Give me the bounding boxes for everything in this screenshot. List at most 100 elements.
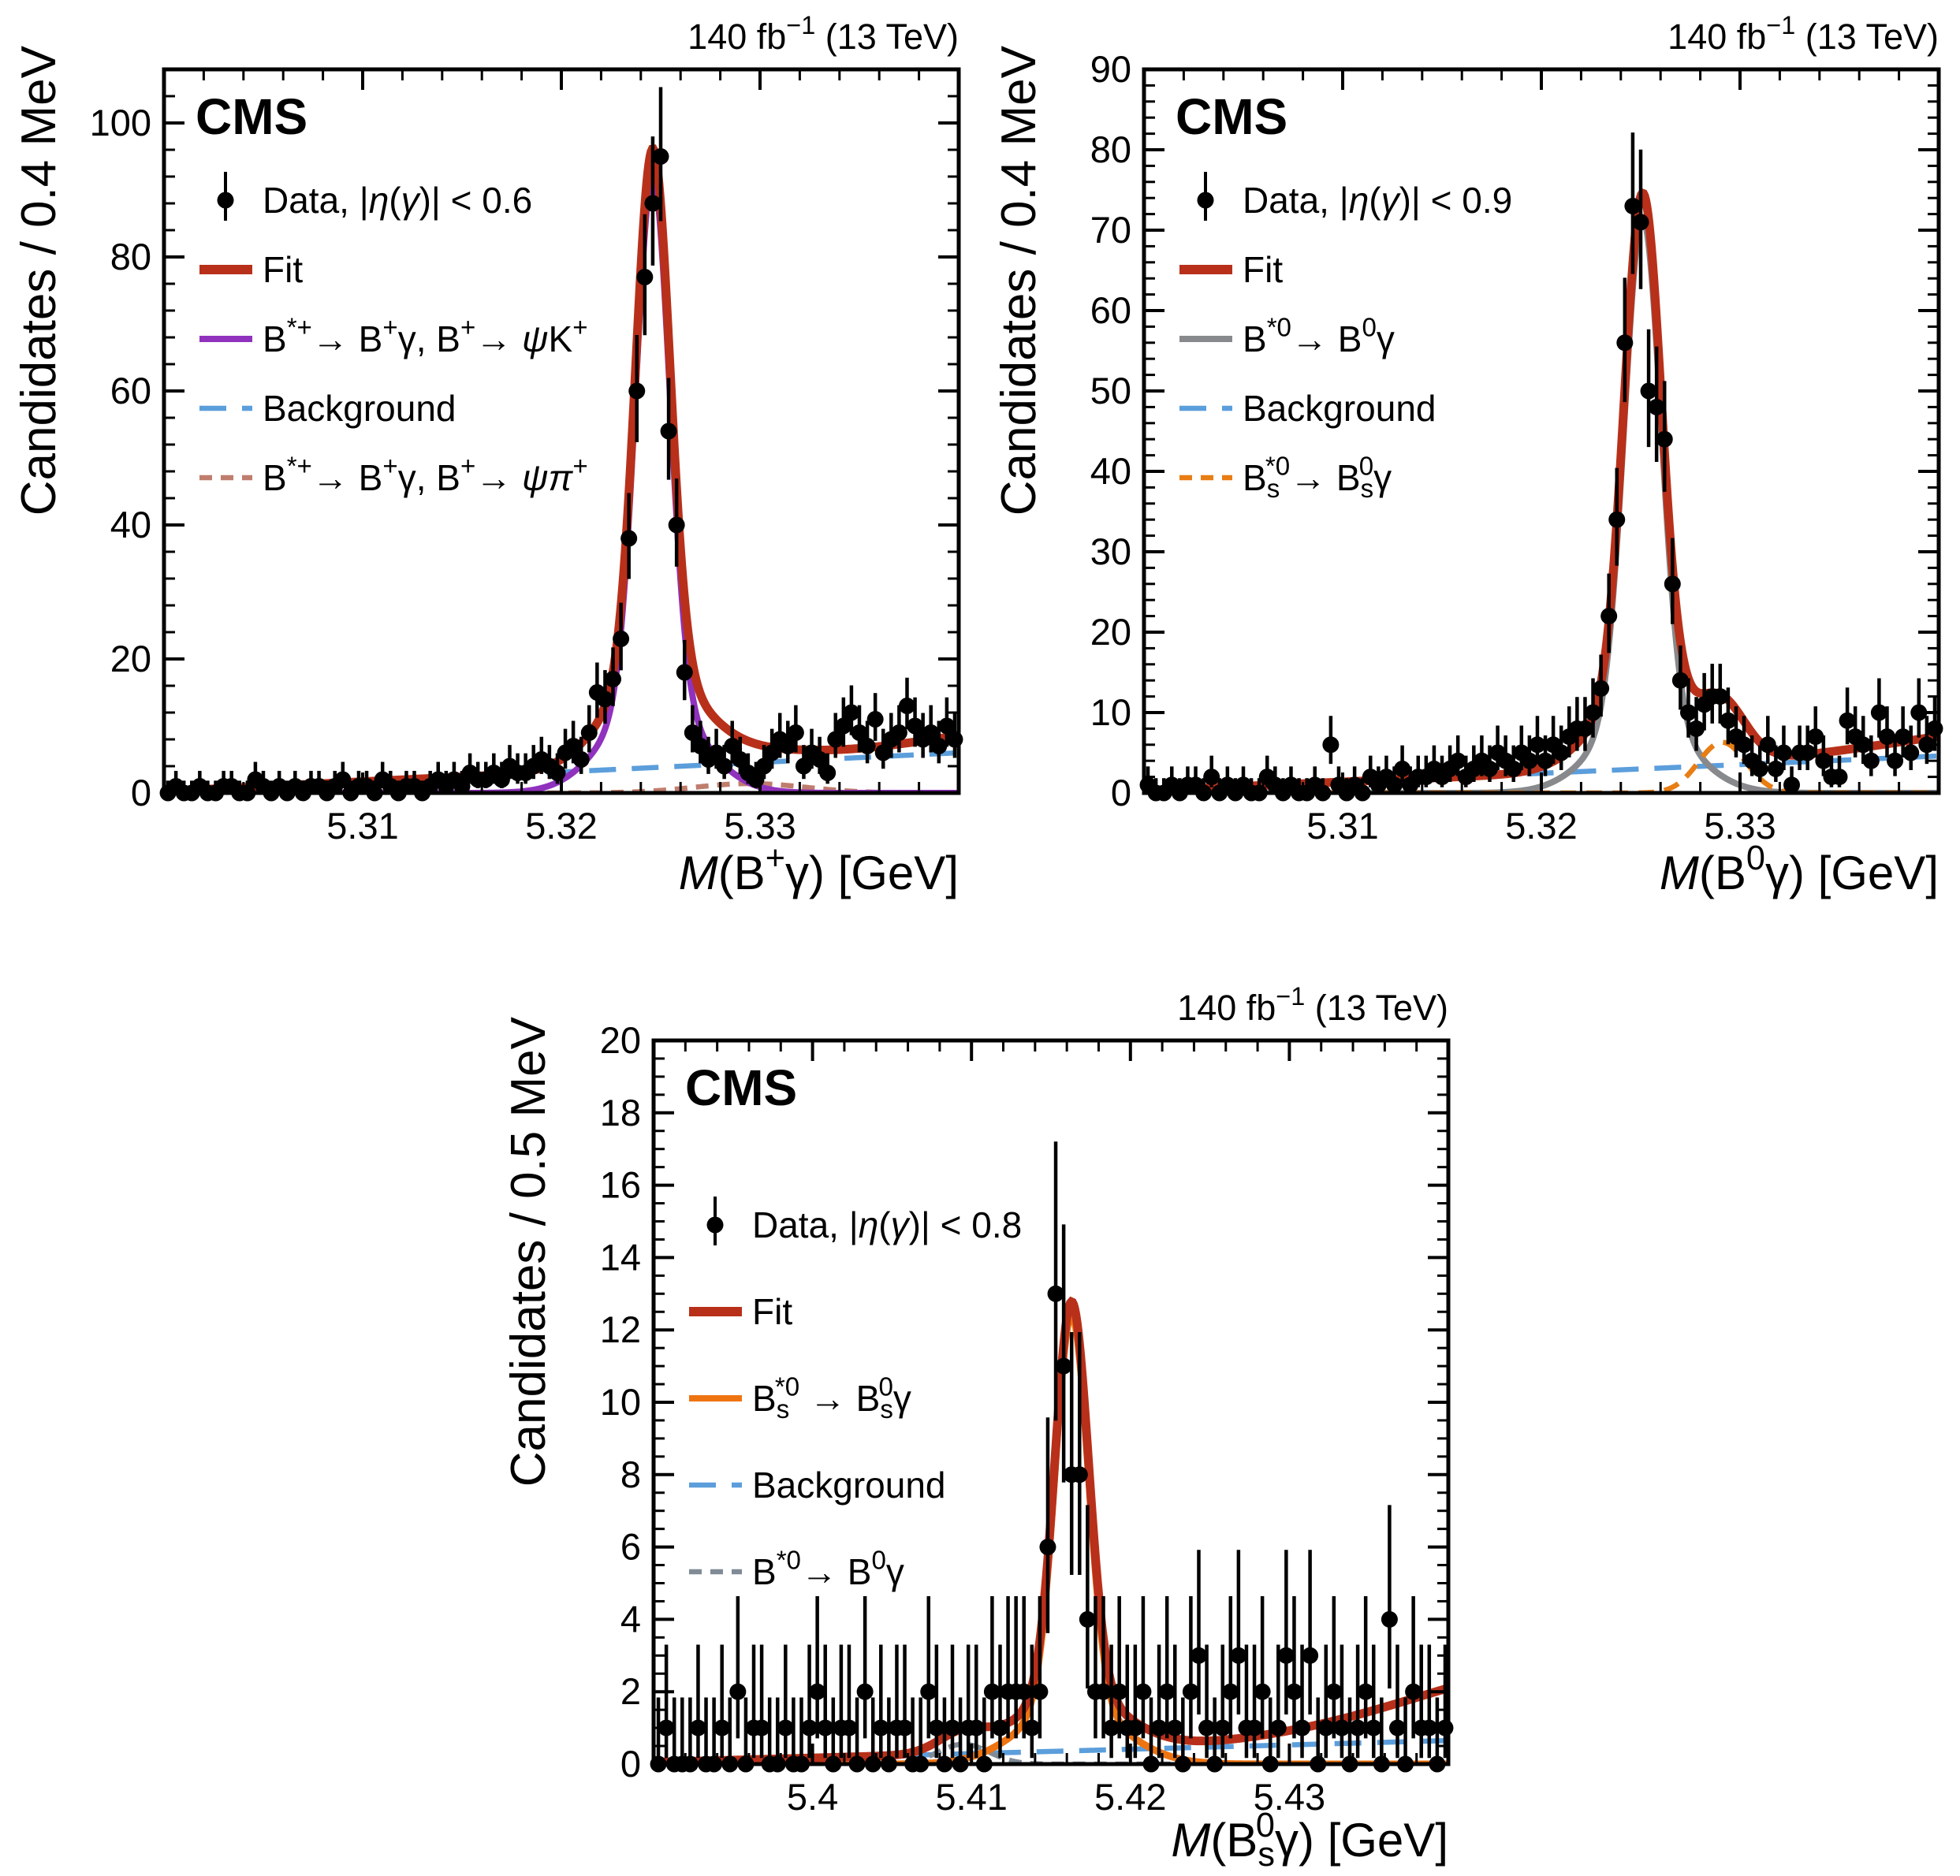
legend-label: Fit	[263, 249, 303, 290]
data-point	[835, 717, 852, 735]
data-point	[866, 711, 884, 728]
data-point	[732, 751, 749, 768]
data-point	[1421, 1719, 1438, 1736]
data-point	[763, 744, 781, 761]
data-point	[922, 724, 940, 741]
legend-label: Background	[752, 1465, 946, 1506]
x-tick-label: 5.42	[1094, 1776, 1166, 1818]
curve-signal-b0	[1144, 214, 1939, 793]
data-point	[1023, 1719, 1041, 1736]
data-point	[1166, 1719, 1183, 1736]
data-point	[1537, 752, 1554, 769]
data-point	[811, 751, 829, 768]
data-point	[1807, 728, 1824, 746]
data-point	[817, 1719, 834, 1736]
legend-label: Bs*0 → Bs0γ	[752, 1373, 911, 1425]
x-tick-label: 5.32	[1505, 805, 1577, 847]
data-point	[549, 765, 566, 781]
y-tick-label: 20	[1090, 611, 1131, 653]
x-axis-title: M(B0γ) [GeV]	[1660, 839, 1939, 899]
data-point	[1388, 1719, 1406, 1736]
data-point	[890, 724, 907, 741]
data-point	[658, 1719, 675, 1736]
panel-b-plus-gamma: 5.31 5.32 5.33 0 20 40 60 80 100 M(B+γ) [GeV] Cand…	[0, 0, 980, 910]
x-tick-label: 5.31	[326, 805, 398, 847]
curve-component-psi-pi	[164, 780, 959, 793]
x-tick-label: 5.33	[1704, 805, 1776, 847]
data-point	[930, 738, 948, 754]
chart-b-zero-gamma: 5.31 5.32 5.33 0 10 20 30 40 50 60 70 80 90 M(B0γ) [G…	[992, 11, 1943, 899]
data-point	[1317, 1719, 1335, 1736]
y-tick-label: 90	[1090, 48, 1131, 90]
data-point	[874, 744, 892, 761]
data-point	[1608, 511, 1626, 528]
data-point	[580, 724, 598, 741]
x-tick-label: 5.33	[724, 805, 796, 847]
luminosity-label: 140 fb−1 (13 TeV)	[1667, 11, 1939, 57]
data-point	[944, 1719, 961, 1736]
data-point	[1031, 1683, 1049, 1700]
data-point	[453, 778, 471, 795]
data-point	[1775, 744, 1792, 761]
data-point	[1679, 704, 1697, 721]
x-tick-label: 5.43	[1254, 1776, 1325, 1818]
data-point	[1505, 760, 1522, 777]
data-point	[1357, 1683, 1374, 1700]
data-point	[1150, 1719, 1168, 1736]
data-point	[1918, 736, 1936, 754]
data-point	[1751, 760, 1768, 777]
legend: Data, |η(γ)| < 0.6 Fit B*+→ B+γ, B+→ ψK+ Ba…	[199, 172, 588, 498]
legend-label: B*+→ B+γ, B+→ ψπ+	[263, 452, 588, 498]
data-point	[856, 1683, 874, 1700]
data-point	[1624, 197, 1641, 214]
data-point	[753, 1719, 770, 1736]
data-point	[716, 757, 733, 775]
data-point	[668, 516, 685, 534]
data-point	[714, 1719, 731, 1736]
data-point	[920, 1683, 937, 1700]
data-point	[1664, 575, 1681, 593]
data-point	[1214, 1719, 1232, 1736]
data-point	[896, 1719, 914, 1736]
y-tick-label: 60	[1090, 289, 1131, 331]
data-point	[1862, 752, 1880, 769]
legend-label: B*0→ B0γ	[752, 1547, 904, 1592]
y-tick-label: 0	[1111, 772, 1131, 813]
y-tick-label: 40	[1090, 450, 1131, 492]
y-tick-label: 10	[1090, 691, 1131, 733]
data-point	[1055, 1357, 1072, 1375]
x-axis-title: M(B+γ) [GeV]	[679, 839, 959, 899]
data-point	[1759, 736, 1776, 754]
data-point	[1688, 720, 1705, 737]
y-tick-label: 4	[620, 1598, 641, 1640]
data-point	[1552, 744, 1570, 761]
data-point	[983, 1683, 1000, 1700]
legend-label: Data, |η(γ)| < 0.9	[1243, 180, 1512, 221]
x-tick-label: 5.41	[935, 1776, 1007, 1818]
luminosity-label: 140 fb−1 (13 TeV)	[1177, 982, 1448, 1028]
legend: Data, |η(γ)| < 0.9 Fit B*0→ B0γ Background B…	[1179, 172, 1512, 504]
data-points	[650, 1141, 1454, 1773]
data-point	[493, 771, 510, 788]
data-point	[1230, 1647, 1247, 1664]
y-tick-label: 50	[1090, 370, 1131, 411]
y-tick-label: 6	[620, 1526, 641, 1568]
x-tick-label: 5.31	[1306, 805, 1378, 847]
data-point	[1071, 1466, 1088, 1483]
y-tick-label: 0	[131, 772, 151, 813]
data-point	[1671, 672, 1689, 689]
data-point	[1127, 1719, 1144, 1736]
data-point	[1015, 1683, 1033, 1700]
data-point	[1656, 430, 1673, 448]
data-point	[1895, 728, 1912, 746]
data-point	[1521, 752, 1538, 769]
x-tick-label: 5.4	[787, 1776, 838, 1818]
data-point	[1285, 1683, 1302, 1700]
y-tick-label: 20	[110, 638, 151, 679]
panel-b-zero-gamma: 5.31 5.32 5.33 0 10 20 30 40 50 60 70 80 90 M(B0γ) [G…	[980, 0, 1960, 910]
chart-b-plus-gamma: 5.31 5.32 5.33 0 20 40 60 80 100 M(B+γ) [GeV] Cand…	[12, 11, 963, 899]
data-point	[991, 1719, 1008, 1736]
axis-labels: 5.31 5.32 5.33 0 10 20 30 40 50 60 70 80 90 M(B0γ) [G…	[992, 11, 1939, 899]
data-point	[613, 631, 630, 647]
